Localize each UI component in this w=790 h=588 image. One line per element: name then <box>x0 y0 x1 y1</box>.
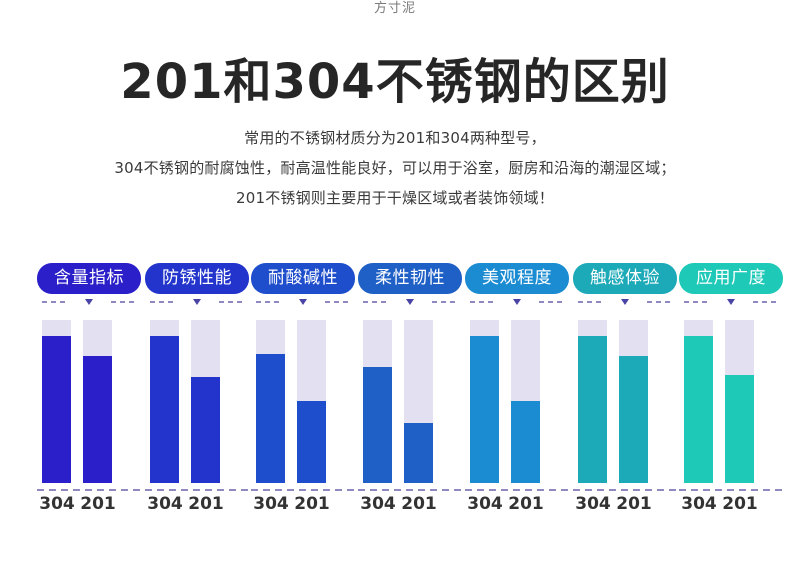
dropdown-arrow-icon <box>470 299 564 305</box>
axis-line <box>145 489 249 491</box>
axis-line <box>465 489 569 491</box>
bar-201 <box>297 401 326 483</box>
category-label: 含量指标 <box>37 263 141 294</box>
tick-label: 304 <box>39 494 75 514</box>
chart-group: 柔性韧性 304 201 <box>358 263 462 523</box>
category-label: 柔性韧性 <box>358 263 462 294</box>
tick-label: 304 <box>253 494 289 514</box>
bar-track <box>297 320 326 483</box>
intro-line: 常用的不锈钢材质分为201和304两种型号， <box>244 129 546 147</box>
dropdown-arrow-icon <box>256 299 350 305</box>
bar-track <box>150 320 179 483</box>
tick-label: 201 <box>80 494 116 514</box>
dropdown-arrow-icon <box>578 299 672 305</box>
intro-text: 常用的不锈钢材质分为201和304两种型号， 304不锈钢的耐腐蚀性，耐高温性能… <box>0 123 790 213</box>
axis-line <box>37 489 141 491</box>
tick-label: 201 <box>294 494 330 514</box>
tick-label: 201 <box>616 494 652 514</box>
bar-201 <box>619 356 648 483</box>
tick-label: 201 <box>401 494 437 514</box>
bar-track <box>83 320 112 483</box>
tick-label: 304 <box>467 494 503 514</box>
chart-group: 耐酸碱性 304 201 <box>251 263 355 523</box>
page-title: 201和304不锈钢的区别 <box>120 54 670 110</box>
bar-304 <box>150 336 179 483</box>
dropdown-arrow-icon <box>684 299 778 305</box>
bar-track <box>619 320 648 483</box>
bar-304 <box>578 336 607 483</box>
bar-track <box>470 320 499 483</box>
brand-text: 方寸泥 <box>373 1 416 16</box>
dropdown-arrow-icon <box>363 299 457 305</box>
tick-label: 201 <box>188 494 224 514</box>
tick-label: 304 <box>147 494 183 514</box>
bar-track <box>684 320 713 483</box>
chart-group: 应用广度 304 201 <box>679 263 783 523</box>
tick-label: 304 <box>681 494 717 514</box>
dropdown-arrow-icon <box>42 299 136 305</box>
bar-304 <box>363 367 392 483</box>
bar-201 <box>725 375 754 483</box>
category-label: 美观程度 <box>465 263 569 294</box>
category-label: 耐酸碱性 <box>251 263 355 294</box>
bar-track <box>578 320 607 483</box>
chart-group: 触感体验 304 201 <box>573 263 677 523</box>
axis-line <box>358 489 462 491</box>
bar-track <box>404 320 433 483</box>
intro-line: 201不锈钢则主要用于干燥区域或者装饰领域！ <box>235 189 555 207</box>
tick-label: 304 <box>575 494 611 514</box>
axis-line <box>251 489 355 491</box>
bar-track <box>725 320 754 483</box>
bar-track <box>511 320 540 483</box>
category-label: 触感体验 <box>573 263 677 294</box>
tick-label: 201 <box>722 494 758 514</box>
axis-line <box>679 489 783 491</box>
bar-201 <box>404 423 433 483</box>
bar-201 <box>511 401 540 483</box>
bar-track <box>256 320 285 483</box>
bar-201 <box>83 356 112 483</box>
axis-line <box>573 489 677 491</box>
bar-track <box>191 320 220 483</box>
intro-line: 304不锈钢的耐腐蚀性，耐高温性能良好，可以用于浴室，厨房和沿海的潮湿区域； <box>114 159 676 177</box>
chart-group: 防锈性能 304 201 <box>145 263 249 523</box>
dropdown-arrow-icon <box>150 299 244 305</box>
tick-label: 304 <box>360 494 396 514</box>
chart-group: 含量指标 304 201 <box>37 263 141 523</box>
tick-label: 201 <box>508 494 544 514</box>
bar-304 <box>256 354 285 483</box>
bar-track <box>42 320 71 483</box>
bar-201 <box>191 377 220 483</box>
bar-track <box>363 320 392 483</box>
category-label: 防锈性能 <box>145 263 249 294</box>
bar-304 <box>42 336 71 483</box>
bar-304 <box>684 336 713 483</box>
category-label: 应用广度 <box>679 263 783 294</box>
bar-304 <box>470 336 499 483</box>
chart-group: 美观程度 304 201 <box>465 263 569 523</box>
